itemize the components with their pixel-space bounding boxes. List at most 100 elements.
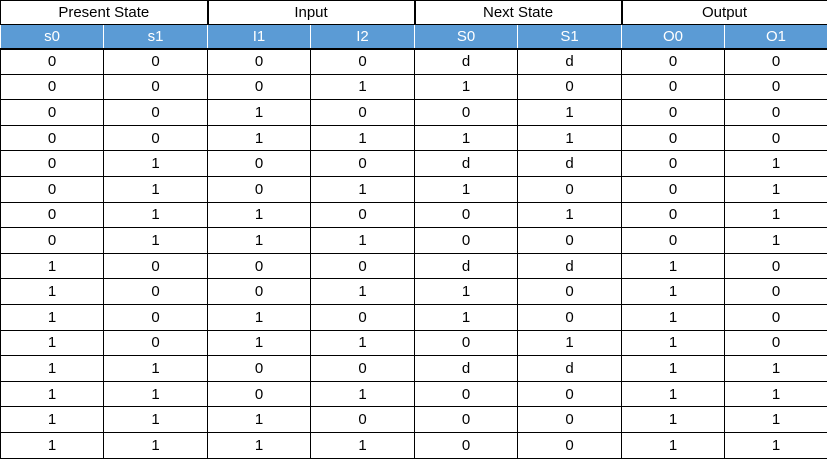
table-cell-o0: 0: [621, 124, 726, 152]
table-cell-next-s1: 1: [517, 329, 623, 357]
table-cell-s0: 0: [0, 227, 104, 254]
table-cell-next-s1: 1: [517, 99, 623, 126]
table-cell-o0: 0: [621, 99, 726, 126]
table-cell-next-s1: 0: [517, 303, 623, 331]
table-cell-i2: 0: [310, 406, 416, 433]
table-cell-i2: 0: [310, 201, 416, 229]
table-cell-s0: 1: [0, 406, 104, 433]
table-cell-next-s1: 0: [517, 73, 623, 101]
table-cell-s0: 0: [0, 175, 104, 203]
table-cell-i2: 1: [310, 175, 416, 203]
table-cell-s0: 0: [0, 124, 104, 152]
table-cell-o0: 1: [621, 431, 726, 459]
table-cell-o1: 0: [724, 329, 827, 357]
table-cell-o1: 1: [724, 431, 827, 459]
table-cell-s0: 0: [0, 48, 104, 75]
table-cell-next-s1: 0: [517, 406, 623, 433]
table-cell-next-s1: 0: [517, 278, 623, 305]
table-cell-s1: 0: [102, 124, 209, 152]
table-cell-s1: 1: [102, 201, 209, 229]
table-cell-next-s0: d: [414, 252, 519, 280]
table-cell-s0: 1: [0, 252, 104, 280]
table-cell-next-s1: 0: [517, 175, 623, 203]
table-cell-s0: 1: [0, 303, 104, 331]
table-cell-i2: 1: [310, 124, 416, 152]
table-cell-s1: 0: [102, 73, 209, 101]
table-cell-o1: 0: [724, 303, 827, 331]
table-cell-s0: 0: [0, 73, 104, 101]
table-cell-s0: 1: [0, 431, 104, 459]
table-cell-o1: 0: [724, 48, 827, 75]
table-cell-i2: 1: [310, 431, 416, 459]
table-cell-next-s0: 0: [414, 227, 519, 254]
table-cell-i1: 0: [207, 278, 312, 305]
table-cell-s0: 0: [0, 150, 104, 177]
table-cell-i2: 0: [310, 99, 416, 126]
group-header-next-state: Next State: [414, 0, 623, 25]
table-cell-o0: 1: [621, 278, 726, 305]
table-cell-i2: 0: [310, 355, 416, 382]
table-cell-i1: 1: [207, 329, 312, 357]
table-cell-s0: 1: [0, 355, 104, 382]
table-cell-i1: 0: [207, 252, 312, 280]
table-cell-next-s1: d: [517, 355, 623, 382]
table-cell-s0: 1: [0, 380, 104, 408]
table-cell-next-s1: 0: [517, 227, 623, 254]
column-header-s0: s0: [0, 24, 104, 50]
table-cell-next-s0: 1: [414, 73, 519, 101]
table-cell-i2: 1: [310, 227, 416, 254]
table-cell-next-s1: d: [517, 252, 623, 280]
table-cell-s0: 1: [0, 329, 104, 357]
table-cell-o0: 1: [621, 380, 726, 408]
table-cell-o0: 0: [621, 227, 726, 254]
group-header-output: Output: [620, 0, 827, 25]
column-group-row: Present State Input Next State Output: [0, 0, 827, 25]
column-header-next-s0: S0: [414, 24, 519, 50]
table-cell-s1: 0: [102, 329, 209, 357]
table-cell-o1: 0: [724, 73, 827, 101]
table-cell-s1: 1: [102, 175, 209, 203]
table-cell-i1: 1: [207, 124, 312, 152]
column-header-i1: I1: [207, 24, 312, 50]
table-cell-o0: 0: [621, 73, 726, 101]
table-cell-i1: 1: [207, 227, 312, 254]
table-cell-o1: 1: [724, 406, 827, 433]
table-cell-next-s1: 1: [517, 124, 623, 152]
table-cell-next-s0: 0: [414, 329, 519, 357]
table-cell-s1: 1: [102, 150, 209, 177]
table-cell-i1: 0: [207, 73, 312, 101]
table-cell-o0: 1: [621, 252, 726, 280]
table-cell-i1: 0: [207, 380, 312, 408]
table-cell-next-s0: 1: [414, 124, 519, 152]
table-cell-s1: 0: [102, 303, 209, 331]
table-cell-o1: 0: [724, 252, 827, 280]
table-cell-o1: 0: [724, 99, 827, 126]
table-cell-next-s0: 0: [414, 380, 519, 408]
table-cell-s0: 1: [0, 278, 104, 305]
table-cell-i1: 1: [207, 201, 312, 229]
table-cell-o1: 1: [724, 201, 827, 229]
table-cell-o0: 0: [621, 201, 726, 229]
table-cell-next-s0: 0: [414, 431, 519, 459]
table-cell-next-s0: 1: [414, 303, 519, 331]
column-header-o0: O0: [621, 24, 726, 50]
table-cell-next-s0: 0: [414, 99, 519, 126]
column-header-s1: s1: [102, 24, 209, 50]
column-header-i2: I2: [310, 24, 416, 50]
table-cell-o0: 1: [621, 329, 726, 357]
table-cell-o1: 0: [724, 124, 827, 152]
table-cell-i1: 0: [207, 150, 312, 177]
table-cell-o1: 1: [724, 380, 827, 408]
